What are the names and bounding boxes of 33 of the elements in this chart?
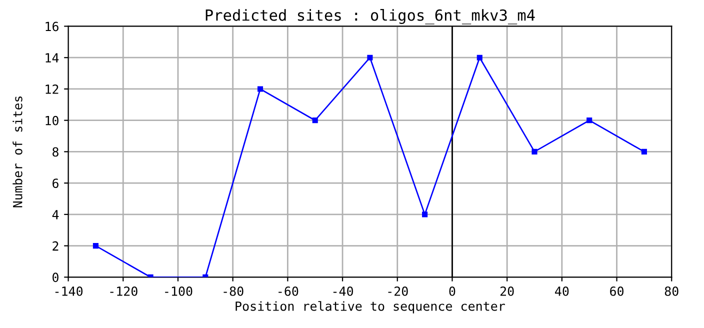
y-tick-label: 12 [46, 84, 58, 94]
y-tick-label: 0 [52, 272, 58, 282]
y-tick-label: 10 [46, 116, 58, 126]
point [422, 212, 428, 218]
y-tick-label: 16 [46, 22, 58, 32]
y-tick-label: 2 [52, 241, 58, 251]
x-tick-label: -140 [55, 286, 83, 296]
x-tick-label: -20 [388, 286, 408, 296]
x-tick-label: 40 [555, 286, 569, 296]
x-axis-title: Position relative to sequence center [236, 301, 505, 314]
x-tick-label: 80 [664, 286, 678, 296]
x-tick-label: 60 [610, 286, 624, 296]
x-tick-label: 0 [449, 286, 456, 296]
y-tick-label: 6 [52, 178, 58, 188]
y-axis-title: Number of sites [12, 96, 22, 208]
point [367, 54, 373, 60]
x-tick-label: -100 [165, 286, 192, 296]
x-tick-label: -120 [110, 286, 138, 296]
point [257, 86, 264, 92]
x-tick-label: 20 [500, 286, 514, 296]
x-tick-label: -80 [224, 286, 244, 296]
x-tick-label: -60 [278, 286, 298, 296]
y-tick-label: 14 [46, 53, 59, 62]
point [92, 243, 98, 249]
point [641, 148, 647, 154]
y-tick-label: 8 [52, 147, 58, 157]
point [532, 148, 538, 154]
point [586, 118, 592, 124]
point [476, 54, 482, 60]
point [312, 118, 318, 124]
y-tick-label: 4 [52, 210, 59, 220]
chart-title: Predicted sites : oligos_6nt_mkv3_m4 [206, 8, 535, 24]
x-tick-label: -40 [333, 286, 354, 296]
